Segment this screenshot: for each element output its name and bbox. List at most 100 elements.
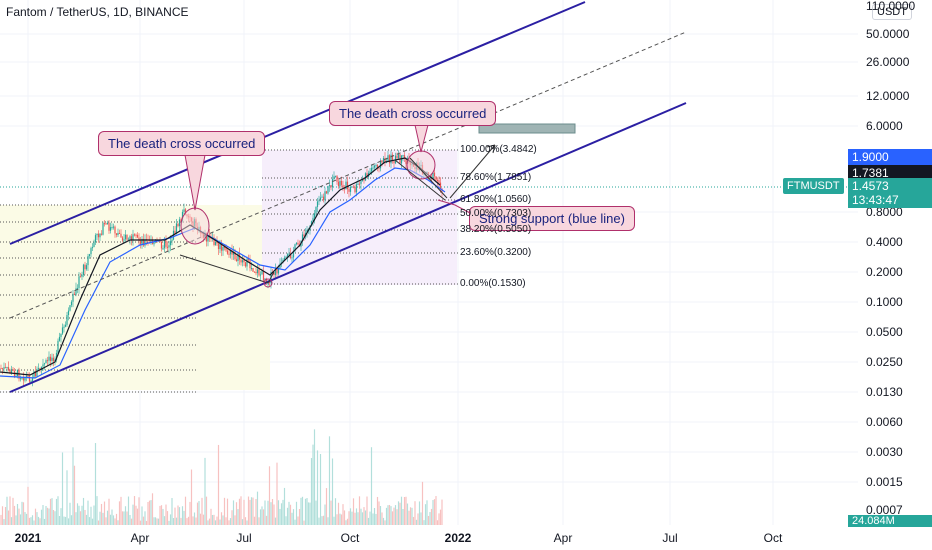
volume-bar: [376, 496, 379, 525]
candle-body: [24, 376, 26, 381]
volume-bar: [22, 502, 25, 525]
candle-body: [183, 209, 185, 212]
volume-bar: [24, 512, 26, 525]
volume-bar: [207, 520, 209, 525]
candle-body: [82, 264, 85, 275]
volume-bar: [81, 505, 83, 525]
candle-body: [355, 184, 358, 193]
volume-bar: [262, 509, 265, 525]
candle-body: [378, 167, 380, 169]
candle-body: [337, 181, 340, 187]
candle-body: [276, 268, 278, 274]
volume-bar: [54, 511, 56, 525]
volume-bar: [340, 514, 343, 525]
volume-bar: [193, 512, 196, 525]
volume-bar: [21, 501, 23, 525]
volume-bar: [28, 517, 31, 525]
volume-bar: [70, 515, 73, 525]
candle-body: [66, 315, 68, 325]
volume-bar: [91, 518, 94, 525]
y-tick-label: 0.2000: [866, 265, 903, 279]
volume-bar: [108, 498, 110, 525]
volume-bar: [30, 517, 32, 525]
candle-body: [340, 180, 343, 185]
candle-body: [42, 364, 44, 367]
volume-bar: [310, 458, 313, 525]
candle-body: [12, 369, 14, 371]
candle-body: [397, 154, 400, 159]
volume-bar: [318, 517, 320, 525]
volume-bar: [420, 512, 422, 525]
volume-bar: [223, 497, 226, 525]
volume-bar: [205, 496, 208, 525]
candle-body: [393, 161, 395, 164]
volume-bar: [249, 499, 251, 525]
volume-bar: [183, 510, 185, 525]
volume-bar: [111, 509, 113, 525]
fib-label: 61.80%(1.0560): [460, 194, 532, 205]
volume-bar: [309, 502, 311, 525]
candle-body: [439, 182, 442, 189]
support-callout[interactable]: Strong support (blue line): [469, 206, 635, 231]
volume-bar: [438, 513, 440, 525]
death-cross-callout-right[interactable]: The death cross occurred: [329, 101, 497, 126]
candle-body: [168, 245, 170, 248]
volume-bar: [202, 514, 205, 525]
volume-bar: [139, 520, 142, 525]
volume-bar: [417, 513, 419, 525]
volume-bar: [27, 486, 29, 525]
candle-body: [108, 222, 110, 231]
candle-body: [381, 160, 383, 163]
candle-body: [361, 179, 364, 182]
volume-bar: [145, 520, 148, 525]
candle-body: [231, 250, 233, 255]
volume-bar: [144, 511, 146, 525]
candle-body: [216, 241, 218, 244]
volume-bar: [273, 504, 275, 525]
candle-body: [120, 233, 122, 238]
callout-pointer-right: [414, 124, 429, 153]
volume-bar: [195, 517, 197, 525]
currency-badge[interactable]: USDT: [872, 4, 912, 20]
candle-body: [358, 183, 361, 185]
volume-bar: [435, 496, 437, 525]
volume-bar: [285, 516, 287, 525]
volume-bar: [40, 509, 43, 525]
candle-body: [316, 201, 319, 207]
volume-bar: [384, 520, 386, 525]
volume-bar: [367, 517, 370, 525]
y-tick-label: 0.1000: [866, 295, 903, 309]
candle-body: [387, 155, 389, 162]
volume-bar: [228, 520, 230, 525]
candle-body: [105, 223, 107, 225]
volume-bar: [358, 496, 361, 525]
volume-bar: [265, 515, 268, 525]
volume-bar: [165, 504, 167, 525]
candle-body: [19, 378, 22, 380]
volume-bar: [187, 516, 190, 525]
x-tick-label: Apr: [553, 531, 573, 545]
candle-body: [163, 240, 166, 249]
volume-bar: [222, 515, 224, 525]
volume-bar: [432, 500, 434, 525]
volume-bar: [123, 511, 125, 525]
y-tick-label: 0.0007: [866, 503, 903, 517]
volume-bar: [397, 501, 400, 525]
volume-bar: [261, 506, 263, 525]
volume-bar: [97, 520, 100, 525]
candle-body: [109, 227, 112, 231]
candle-body: [181, 211, 184, 221]
volume-bar: [87, 500, 89, 525]
candle-body: [315, 206, 317, 214]
death-cross-callout-left[interactable]: The death cross occurred: [98, 131, 266, 156]
candle-body: [22, 377, 25, 381]
candle-body: [391, 154, 394, 162]
candle-body: [169, 241, 172, 246]
volume-bar: [48, 508, 50, 525]
candle-body: [345, 181, 347, 190]
candle-body: [60, 333, 62, 337]
candle-body: [250, 268, 253, 270]
candle-body: [348, 189, 350, 192]
candle-body: [382, 157, 385, 163]
